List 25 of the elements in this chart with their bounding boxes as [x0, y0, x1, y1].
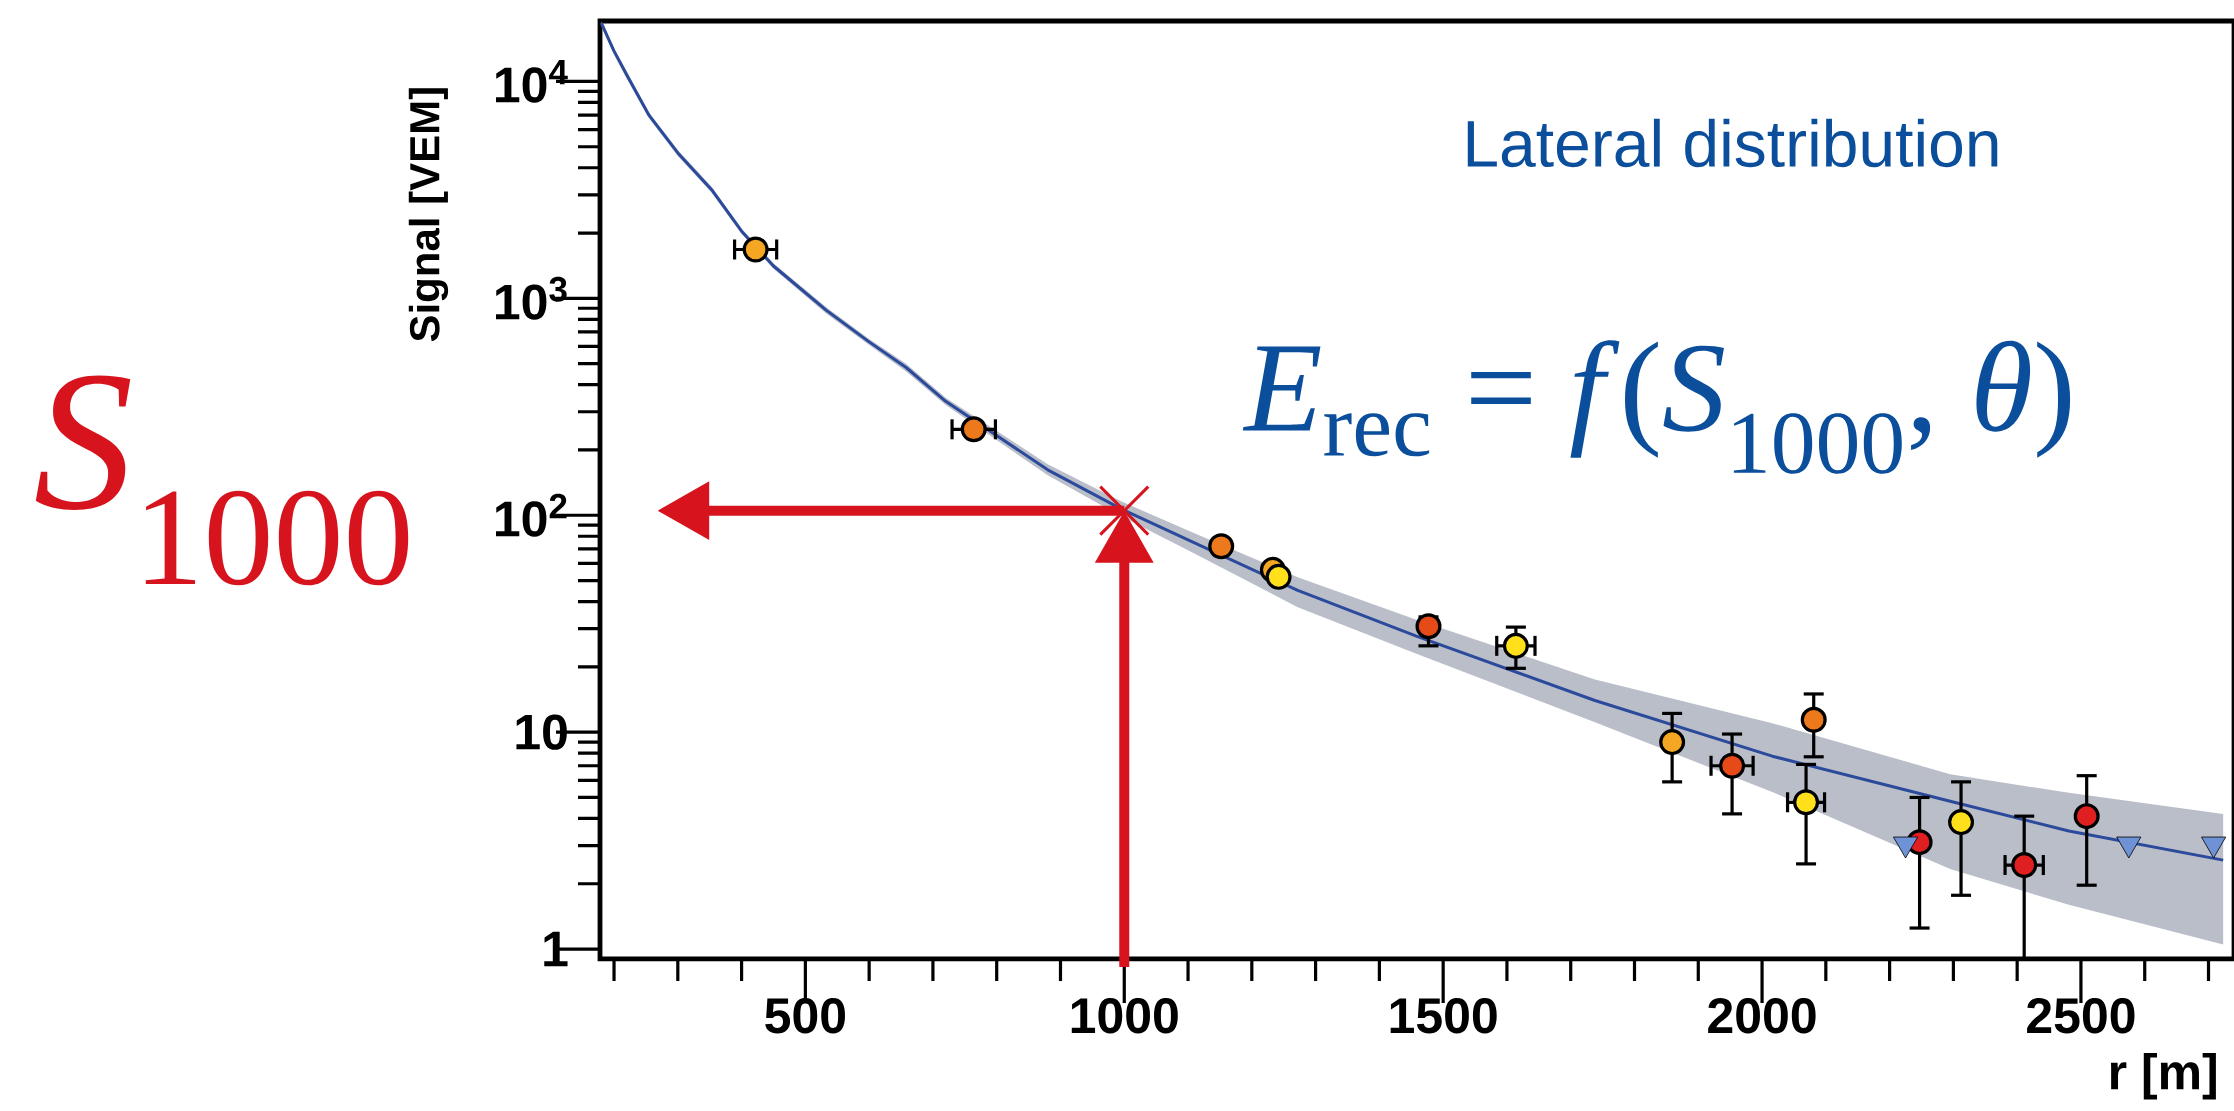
y-tick-label: 10 — [516, 714, 567, 750]
point — [1719, 752, 1746, 779]
point — [1415, 613, 1442, 640]
point — [1948, 809, 1975, 836]
point — [742, 236, 769, 263]
x-tick-label: 2000 — [1708, 998, 1816, 1034]
point — [2011, 852, 2038, 879]
point — [960, 416, 987, 443]
point — [1793, 789, 1820, 816]
y-axis-title: Signal [VEM] — [408, 88, 449, 342]
x-tick-label: 1000 — [1071, 998, 1178, 1034]
point — [1659, 729, 1686, 756]
point — [1800, 706, 1827, 733]
text: E$_{rec}$ = f(S$_{1000}$, θ) — [1242, 340, 2071, 474]
point — [1502, 632, 1529, 659]
point — [1208, 533, 1235, 560]
x-tick-label: 500 — [765, 998, 846, 1034]
text: S$_{1000}$ — [35, 375, 409, 586]
point — [2073, 803, 2100, 830]
annotation: Lateral distribution — [1467, 118, 1998, 168]
x-tick-label: 1500 — [1390, 998, 1497, 1034]
y-tick-label: 1 — [544, 931, 568, 967]
x-tick-label: 2500 — [2027, 998, 2135, 1034]
x-axis-title: r [m] — [2110, 1052, 2216, 1100]
point — [1265, 563, 1292, 590]
